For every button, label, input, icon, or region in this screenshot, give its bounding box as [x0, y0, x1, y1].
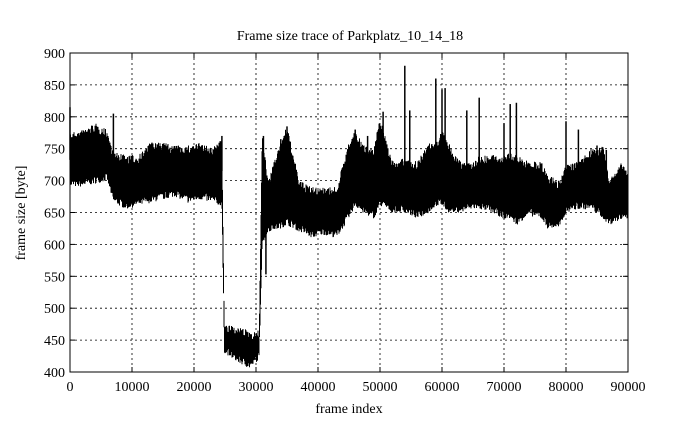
y-tick-label: 900: [44, 47, 65, 62]
y-tick-label: 400: [44, 366, 65, 381]
y-tick-label: 500: [44, 302, 65, 317]
y-tick-label: 650: [44, 207, 65, 222]
x-tick-label: 50000: [363, 380, 398, 395]
y-tick-label: 700: [44, 175, 65, 190]
x-tick-label: 20000: [177, 380, 212, 395]
trace-band: [69, 123, 629, 368]
y-axis-label: frame size [byte]: [14, 166, 29, 261]
x-tick-label: 60000: [425, 380, 460, 395]
y-tick-label: 600: [44, 238, 65, 253]
chart-title: Frame size trace of Parkplatz_10_14_18: [237, 29, 463, 44]
x-axis: 0 10000 20000 30000 40000 50000 60000 70000 8000…: [67, 53, 646, 395]
x-tick-label: 40000: [301, 380, 336, 395]
x-tick-label: 30000: [239, 380, 274, 395]
x-axis-label: frame index: [315, 402, 382, 417]
y-tick-label: 800: [44, 111, 65, 126]
y-tick-label: 750: [44, 143, 65, 158]
frame-size-series: [69, 65, 629, 368]
x-tick-label: 90000: [611, 380, 646, 395]
x-tick-label: 0: [67, 380, 74, 395]
x-tick-label: 70000: [487, 380, 522, 395]
y-axis: 400 450 500 550 600 650 700 750 800 850 900: [44, 47, 628, 381]
y-tick-label: 450: [44, 334, 65, 349]
y-tick-label: 550: [44, 270, 65, 285]
x-tick-label: 10000: [115, 380, 150, 395]
y-tick-label: 850: [44, 79, 65, 94]
x-tick-label: 80000: [549, 380, 584, 395]
